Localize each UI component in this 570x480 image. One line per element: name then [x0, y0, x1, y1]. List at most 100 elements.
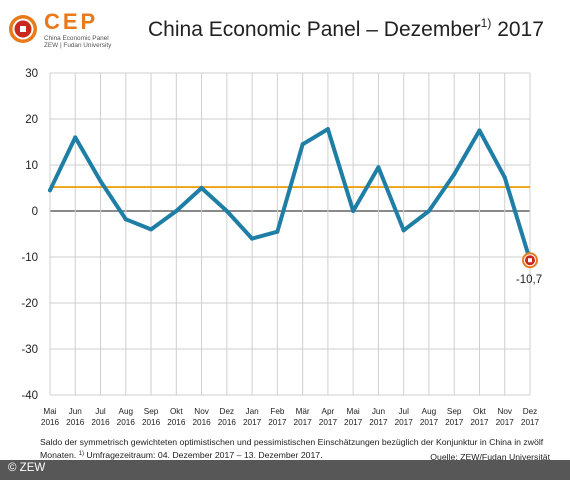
- data-point: [73, 135, 78, 140]
- data-point: [199, 186, 204, 190]
- x-tick-label: Aug 2016: [117, 407, 136, 427]
- y-tick-label: 10: [25, 160, 38, 172]
- footer-bar: © ZEW: [0, 460, 570, 480]
- x-tick-year: 2017: [243, 418, 262, 427]
- series-group: [48, 127, 532, 263]
- x-tick-label: Apr 2017: [319, 407, 338, 427]
- highlight-marker-center: [528, 258, 532, 263]
- x-tick-year: 2016: [192, 418, 211, 427]
- x-tick-label: Mai 2016: [41, 407, 60, 427]
- x-axis-tick-labels: Mai 2016 Jun 2016 Jul 2016 Aug 2016 Sep 2016 Okt 20…: [41, 407, 540, 427]
- x-tick-label: Okt 2017: [470, 407, 489, 427]
- x-tick-month: Mär: [296, 407, 310, 416]
- x-tick-month: Okt: [170, 407, 183, 416]
- x-tick-year: 2016: [41, 418, 60, 427]
- x-tick-label: Mai 2017: [344, 407, 363, 427]
- data-point: [452, 172, 457, 177]
- y-tick-label: 30: [25, 68, 38, 80]
- marker-group: -10,7: [516, 252, 542, 286]
- x-tick-year: 2017: [521, 418, 540, 427]
- x-tick-year: 2017: [268, 418, 287, 427]
- caption-line2: Monaten. 1) Umfragezeitraum: 04. Dezembe…: [40, 448, 550, 461]
- x-tick-month: Nov: [497, 407, 512, 416]
- data-point: [477, 128, 482, 133]
- x-tick-label: Dez 2016: [218, 407, 237, 427]
- y-tick-label: -20: [21, 298, 38, 310]
- x-tick-month: Sep: [447, 407, 462, 416]
- x-tick-year: 2016: [142, 418, 161, 427]
- y-tick-label: 20: [25, 114, 38, 126]
- x-tick-label: Feb 2017: [268, 407, 287, 427]
- x-tick-label: Jul 2017: [395, 407, 414, 427]
- x-tick-year: 2017: [395, 418, 414, 427]
- x-tick-year: 2017: [445, 418, 464, 427]
- x-tick-year: 2017: [420, 418, 439, 427]
- x-tick-label: Jul 2016: [91, 407, 110, 427]
- data-point: [325, 127, 330, 132]
- x-tick-month: Okt: [473, 407, 486, 416]
- x-tick-label: Nov 2016: [192, 407, 211, 427]
- x-tick-month: Mai: [43, 407, 56, 416]
- cep-logo: CEP China Economic Panel ZEW | Fudan Uni…: [8, 9, 133, 52]
- x-tick-month: Aug: [119, 407, 134, 416]
- chart-title-footnote: 1): [480, 16, 492, 30]
- data-point: [98, 179, 103, 184]
- data-point: [300, 142, 305, 147]
- y-tick-label: 0: [32, 206, 38, 218]
- caption-line2-start: Monaten.: [40, 450, 77, 460]
- chart-caption: Saldo der symmetrisch gewichteten optimi…: [40, 436, 550, 461]
- x-tick-year: 2016: [91, 418, 110, 427]
- x-tick-year: 2017: [319, 418, 338, 427]
- caption-line1: Saldo der symmetrisch gewichteten optimi…: [40, 437, 544, 447]
- x-tick-month: Dez: [220, 407, 235, 416]
- chart-title: China Economic Panel – Dezember1) 2017: [148, 16, 544, 42]
- x-tick-year: 2016: [117, 418, 136, 427]
- data-point: [401, 228, 406, 233]
- x-tick-year: 2016: [167, 418, 186, 427]
- x-tick-month: Dez: [523, 407, 538, 416]
- cep-logo-badge-icon: [9, 15, 37, 43]
- x-tick-month: Jun: [372, 407, 386, 416]
- x-tick-label: Mär 2017: [294, 407, 313, 427]
- x-tick-label: Okt 2016: [167, 407, 186, 427]
- x-tick-month: Jul: [95, 407, 106, 416]
- y-tick-label: -40: [21, 390, 38, 402]
- x-tick-label: Dez 2017: [521, 407, 540, 427]
- x-tick-year: 2017: [294, 418, 313, 427]
- x-tick-label: Nov 2017: [496, 407, 515, 427]
- data-point: [174, 209, 179, 213]
- data-point: [275, 229, 280, 234]
- gridlines: [49, 72, 531, 396]
- data-point: [376, 165, 381, 170]
- x-tick-month: Aug: [422, 407, 437, 416]
- x-tick-label: Aug 2017: [420, 407, 439, 427]
- x-tick-year: 2016: [66, 418, 85, 427]
- x-tick-year: 2016: [218, 418, 237, 427]
- x-tick-year: 2017: [470, 418, 489, 427]
- x-tick-month: Mai: [347, 407, 360, 416]
- data-label: -10,7: [516, 274, 542, 286]
- x-tick-label: Jan 2017: [243, 407, 262, 427]
- x-tick-label: Sep 2017: [445, 407, 464, 427]
- chart-source: Quelle: ZEW/Fudan Universität: [430, 452, 550, 462]
- data-point: [502, 175, 507, 180]
- series-line: [48, 127, 532, 263]
- logo-subtitle-line1: China Economic Panel: [44, 35, 109, 42]
- y-tick-label: -30: [21, 344, 38, 356]
- x-tick-year: 2017: [369, 418, 388, 427]
- caption-footnote-marker: 1): [78, 451, 84, 457]
- data-point: [426, 209, 431, 213]
- y-axis-tick-labels: 30 20 10 0 -10 -20 -30 -40: [21, 68, 38, 402]
- data-point: [123, 217, 128, 222]
- x-tick-year: 2017: [496, 418, 515, 427]
- x-tick-year: 2017: [344, 418, 363, 427]
- x-tick-label: Jun 2016: [66, 407, 85, 427]
- x-tick-month: Sep: [144, 407, 159, 416]
- logo-wordmark: CEP: [44, 9, 99, 34]
- x-tick-month: Feb: [270, 407, 285, 416]
- x-tick-month: Apr: [322, 407, 335, 416]
- data-point: [351, 209, 356, 213]
- x-tick-month: Nov: [194, 407, 209, 416]
- chart-title-year: 2017: [497, 18, 544, 41]
